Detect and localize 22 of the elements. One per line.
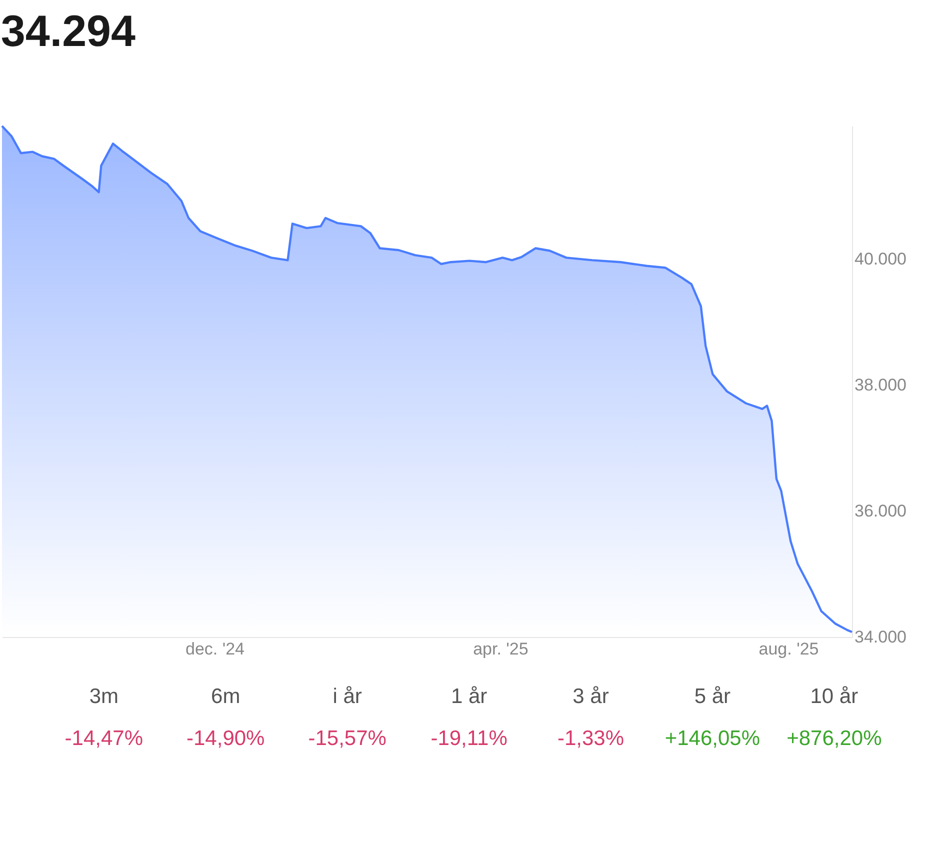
x-tick-label: dec. '24 xyxy=(185,640,245,658)
text: -14,90% xyxy=(186,727,265,750)
y-tick-label: 36.000 xyxy=(854,501,906,520)
x-tick-label: aug. '25 xyxy=(758,640,819,658)
text: 10 år xyxy=(810,685,858,708)
text: -1,33% xyxy=(557,727,624,750)
text: +876,20% xyxy=(786,727,882,750)
text: 1 år xyxy=(450,685,488,708)
text: 3 år xyxy=(572,685,609,708)
text: i år xyxy=(332,685,362,708)
y-tick-label: 34.000 xyxy=(854,628,906,646)
y-tick-label: 40.000 xyxy=(854,249,906,268)
chart-title: 34.294 xyxy=(0,6,136,56)
x-tick-label: apr. '25 xyxy=(473,640,528,658)
text: 5 år xyxy=(694,685,731,708)
y-tick-label: 38.000 xyxy=(854,375,906,394)
text: -14,47% xyxy=(64,727,144,750)
text: +146,05% xyxy=(664,727,760,750)
text: -15,57% xyxy=(308,727,386,750)
text: 6m xyxy=(211,685,240,708)
text: 3m xyxy=(89,685,119,708)
text: -19,11% xyxy=(430,727,508,750)
